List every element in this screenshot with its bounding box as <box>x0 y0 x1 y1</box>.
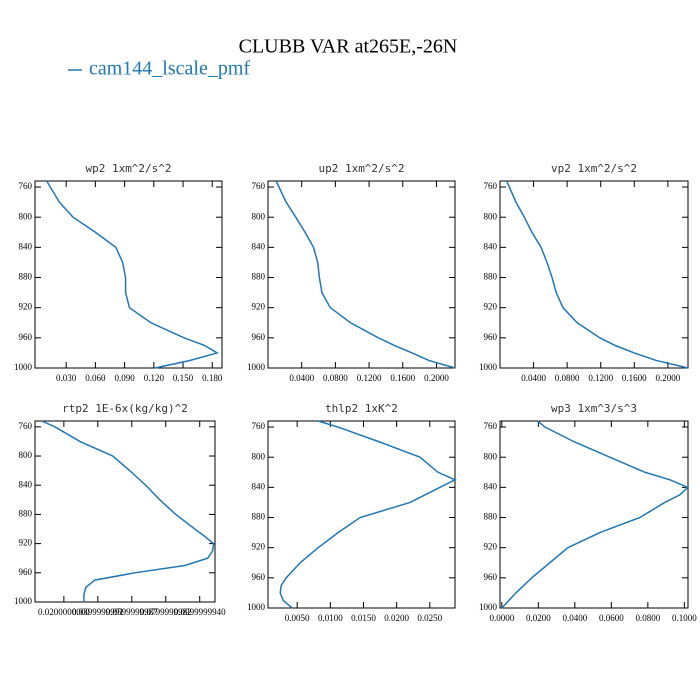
y-tick-label: 840 <box>252 241 266 251</box>
x-tick-label: 0.0599999987 <box>106 607 158 617</box>
y-tick-label: 1000 <box>247 602 266 612</box>
x-tick-label: 0.0150 <box>351 613 376 623</box>
y-tick-label: 1000 <box>479 362 498 372</box>
x-tick-label: 0.0200000000 <box>38 607 90 617</box>
x-tick-label: 0.0400 <box>562 613 587 623</box>
y-tick-label: 920 <box>484 542 498 552</box>
y-tick-label: 920 <box>19 538 33 548</box>
y-tick-label: 960 <box>19 567 33 577</box>
y-tick-label: 800 <box>19 211 33 221</box>
y-tick-label: 960 <box>484 572 498 582</box>
y-tick-label: 800 <box>19 450 33 460</box>
y-tick-label: 760 <box>484 181 498 191</box>
x-tick-label: 0.060 <box>85 373 106 383</box>
data-line <box>41 420 215 602</box>
plot-frame <box>499 180 689 369</box>
x-tick-label: 0.0800 <box>323 373 348 383</box>
figure-title: CLUBB VAR at265E,-26N <box>239 36 458 58</box>
x-tick-label: 0.0399999991 <box>72 607 124 617</box>
panel-title: thlp2 1xK^2 <box>325 402 398 415</box>
x-tick-label: 0.0200 <box>384 613 409 623</box>
panel-title: wp2 1xm^2/s^2 <box>85 162 171 175</box>
x-tick-label: 0.2000 <box>424 373 449 383</box>
data-line <box>275 180 456 369</box>
x-tick-label: 0.0999999940 <box>174 607 226 617</box>
data-line <box>501 420 690 609</box>
y-tick-label: 760 <box>19 181 33 191</box>
x-tick-label: 0.150 <box>173 373 194 383</box>
x-tick-label: 0.0000 <box>489 613 514 623</box>
y-tick-label: 760 <box>484 421 498 431</box>
y-tick-label: 760 <box>252 181 266 191</box>
x-tick-label: 0.0600 <box>599 613 624 623</box>
data-line <box>506 180 689 369</box>
y-tick-label: 880 <box>484 512 498 522</box>
panel-title: up2 1xm^2/s^2 <box>318 162 404 175</box>
x-tick-label: 0.0050 <box>285 613 310 623</box>
x-tick-label: 0.030 <box>56 373 77 383</box>
y-tick-label: 920 <box>252 542 266 552</box>
x-tick-label: 0.2000 <box>655 373 680 383</box>
plot-frame <box>34 420 216 603</box>
x-tick-label: 0.1200 <box>588 373 613 383</box>
plot-frame <box>267 420 456 609</box>
y-tick-label: 1000 <box>14 596 33 606</box>
y-tick-label: 800 <box>252 211 266 221</box>
y-tick-label: 880 <box>252 512 266 522</box>
x-tick-label: 0.1200 <box>357 373 382 383</box>
y-tick-label: 840 <box>484 481 498 491</box>
x-tick-label: 0.0799999982 <box>140 607 192 617</box>
x-tick-label: 0.120 <box>144 373 165 383</box>
y-tick-label: 960 <box>252 572 266 582</box>
x-tick-label: 0.180 <box>202 373 223 383</box>
x-tick-label: 0.0100 <box>318 613 343 623</box>
y-tick-label: 800 <box>484 211 498 221</box>
x-tick-label: 0.1600 <box>622 373 647 383</box>
legend-label: cam144_lscale_pmf <box>89 58 250 80</box>
y-tick-label: 880 <box>252 272 266 282</box>
y-tick-label: 920 <box>19 302 33 312</box>
x-tick-label: 0.1000 <box>672 613 697 623</box>
y-tick-label: 880 <box>19 508 33 518</box>
x-tick-label: 0.090 <box>114 373 135 383</box>
y-tick-label: 760 <box>19 421 33 431</box>
x-tick-label: 0.0800 <box>555 373 580 383</box>
x-tick-label: 0.0800 <box>635 613 660 623</box>
plot-frame <box>34 180 223 369</box>
y-tick-label: 880 <box>484 272 498 282</box>
y-tick-label: 920 <box>484 302 498 312</box>
panel-title: vp2 1xm^2/s^2 <box>551 162 637 175</box>
x-tick-label: 0.1600 <box>390 373 415 383</box>
y-tick-label: 880 <box>19 272 33 282</box>
y-tick-label: 840 <box>19 241 33 251</box>
y-tick-label: 1000 <box>479 602 498 612</box>
y-tick-label: 960 <box>252 332 266 342</box>
y-tick-label: 840 <box>252 481 266 491</box>
y-tick-label: 840 <box>484 241 498 251</box>
data-line <box>46 180 220 369</box>
x-tick-label: 0.0400 <box>289 373 314 383</box>
y-tick-label: 960 <box>484 332 498 342</box>
y-tick-label: 840 <box>19 479 33 489</box>
plot-frame <box>499 420 689 609</box>
y-tick-label: 1000 <box>14 362 33 372</box>
y-tick-label: 760 <box>252 421 266 431</box>
x-tick-label: 0.0250 <box>417 613 442 623</box>
x-tick-label: 0.0200 <box>526 613 551 623</box>
y-tick-label: 1000 <box>247 362 266 372</box>
data-line <box>279 420 457 609</box>
y-tick-label: 960 <box>19 332 33 342</box>
y-tick-label: 800 <box>484 451 498 461</box>
y-tick-label: 800 <box>252 451 266 461</box>
panel-title: rtp2 1E-6x(kg/kg)^2 <box>62 402 188 415</box>
panel-title: wp3 1xm^3/s^3 <box>551 402 637 415</box>
plot-frame <box>267 180 456 369</box>
y-tick-label: 920 <box>252 302 266 312</box>
x-tick-label: 0.0400 <box>521 373 546 383</box>
